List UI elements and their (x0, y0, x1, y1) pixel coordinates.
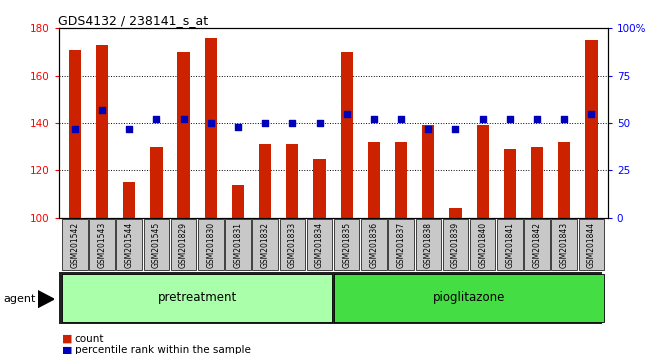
Point (287, 120, 298, 126)
Bar (368, 142, 380, 218)
Text: GSM201542: GSM201542 (70, 222, 79, 268)
Bar (205, 38, 217, 218)
Text: GSM201829: GSM201829 (179, 222, 188, 268)
Point (233, 124, 243, 130)
Text: GSM201841: GSM201841 (505, 222, 514, 268)
FancyBboxPatch shape (525, 219, 550, 270)
Text: GSM201833: GSM201833 (288, 222, 297, 268)
Text: GSM201838: GSM201838 (424, 222, 433, 268)
FancyBboxPatch shape (578, 219, 604, 270)
Text: GSM201832: GSM201832 (261, 222, 270, 268)
Bar (585, 40, 597, 218)
Point (178, 116, 188, 122)
Bar (395, 142, 407, 218)
FancyBboxPatch shape (171, 219, 196, 270)
FancyBboxPatch shape (361, 219, 387, 270)
Point (97, 107, 107, 113)
Text: agent: agent (3, 294, 36, 304)
Bar (449, 208, 462, 218)
Bar (123, 182, 135, 218)
Point (151, 116, 162, 122)
Text: ■: ■ (62, 334, 72, 344)
Text: GSM201839: GSM201839 (451, 222, 460, 268)
Text: GDS4132 / 238141_s_at: GDS4132 / 238141_s_at (58, 14, 209, 27)
Text: GSM201835: GSM201835 (342, 222, 351, 268)
FancyBboxPatch shape (334, 274, 604, 322)
Polygon shape (38, 291, 54, 308)
Bar (69, 50, 81, 218)
Bar (476, 125, 489, 218)
FancyBboxPatch shape (144, 219, 169, 270)
Bar (232, 184, 244, 218)
Point (341, 111, 352, 116)
Point (70, 126, 80, 132)
FancyBboxPatch shape (470, 219, 495, 270)
Bar (286, 144, 298, 218)
Text: ■: ■ (62, 346, 72, 354)
Bar (341, 52, 353, 218)
FancyBboxPatch shape (388, 219, 414, 270)
FancyBboxPatch shape (58, 272, 603, 324)
FancyBboxPatch shape (89, 219, 115, 270)
Bar (96, 45, 108, 218)
Text: GSM201844: GSM201844 (587, 222, 596, 268)
FancyBboxPatch shape (334, 219, 359, 270)
Bar (259, 144, 271, 218)
FancyBboxPatch shape (116, 219, 142, 270)
Text: pioglitazone: pioglitazone (433, 291, 505, 304)
FancyBboxPatch shape (62, 274, 332, 322)
Bar (422, 125, 434, 218)
Point (315, 120, 325, 126)
Text: GSM201842: GSM201842 (532, 222, 541, 268)
Bar (177, 52, 190, 218)
Point (586, 111, 597, 116)
Point (260, 120, 270, 126)
Text: GSM201545: GSM201545 (152, 222, 161, 268)
FancyBboxPatch shape (62, 219, 88, 270)
Point (369, 116, 379, 122)
FancyBboxPatch shape (225, 219, 251, 270)
Point (559, 116, 569, 122)
FancyBboxPatch shape (252, 219, 278, 270)
Text: GSM201840: GSM201840 (478, 222, 487, 268)
Bar (150, 147, 162, 218)
Point (205, 120, 216, 126)
Text: percentile rank within the sample: percentile rank within the sample (75, 346, 251, 354)
Text: GSM201544: GSM201544 (125, 222, 134, 268)
Point (124, 126, 135, 132)
FancyBboxPatch shape (443, 219, 468, 270)
Point (478, 116, 488, 122)
FancyBboxPatch shape (551, 219, 577, 270)
Point (423, 126, 434, 132)
Point (396, 116, 406, 122)
FancyBboxPatch shape (280, 219, 305, 270)
Text: GSM201837: GSM201837 (396, 222, 406, 268)
Text: GSM201831: GSM201831 (233, 222, 242, 268)
Bar (531, 147, 543, 218)
Text: GSM201543: GSM201543 (98, 222, 107, 268)
Text: pretreatment: pretreatment (157, 291, 237, 304)
Text: GSM201843: GSM201843 (560, 222, 569, 268)
Text: GSM201836: GSM201836 (369, 222, 378, 268)
Point (450, 126, 461, 132)
Point (532, 116, 542, 122)
Point (504, 116, 515, 122)
FancyBboxPatch shape (307, 219, 332, 270)
FancyBboxPatch shape (198, 219, 224, 270)
FancyBboxPatch shape (415, 219, 441, 270)
Bar (504, 149, 516, 218)
FancyBboxPatch shape (497, 219, 523, 270)
Text: count: count (75, 334, 104, 344)
Bar (313, 159, 326, 218)
Text: GSM201834: GSM201834 (315, 222, 324, 268)
Bar (558, 142, 570, 218)
Text: GSM201830: GSM201830 (206, 222, 215, 268)
